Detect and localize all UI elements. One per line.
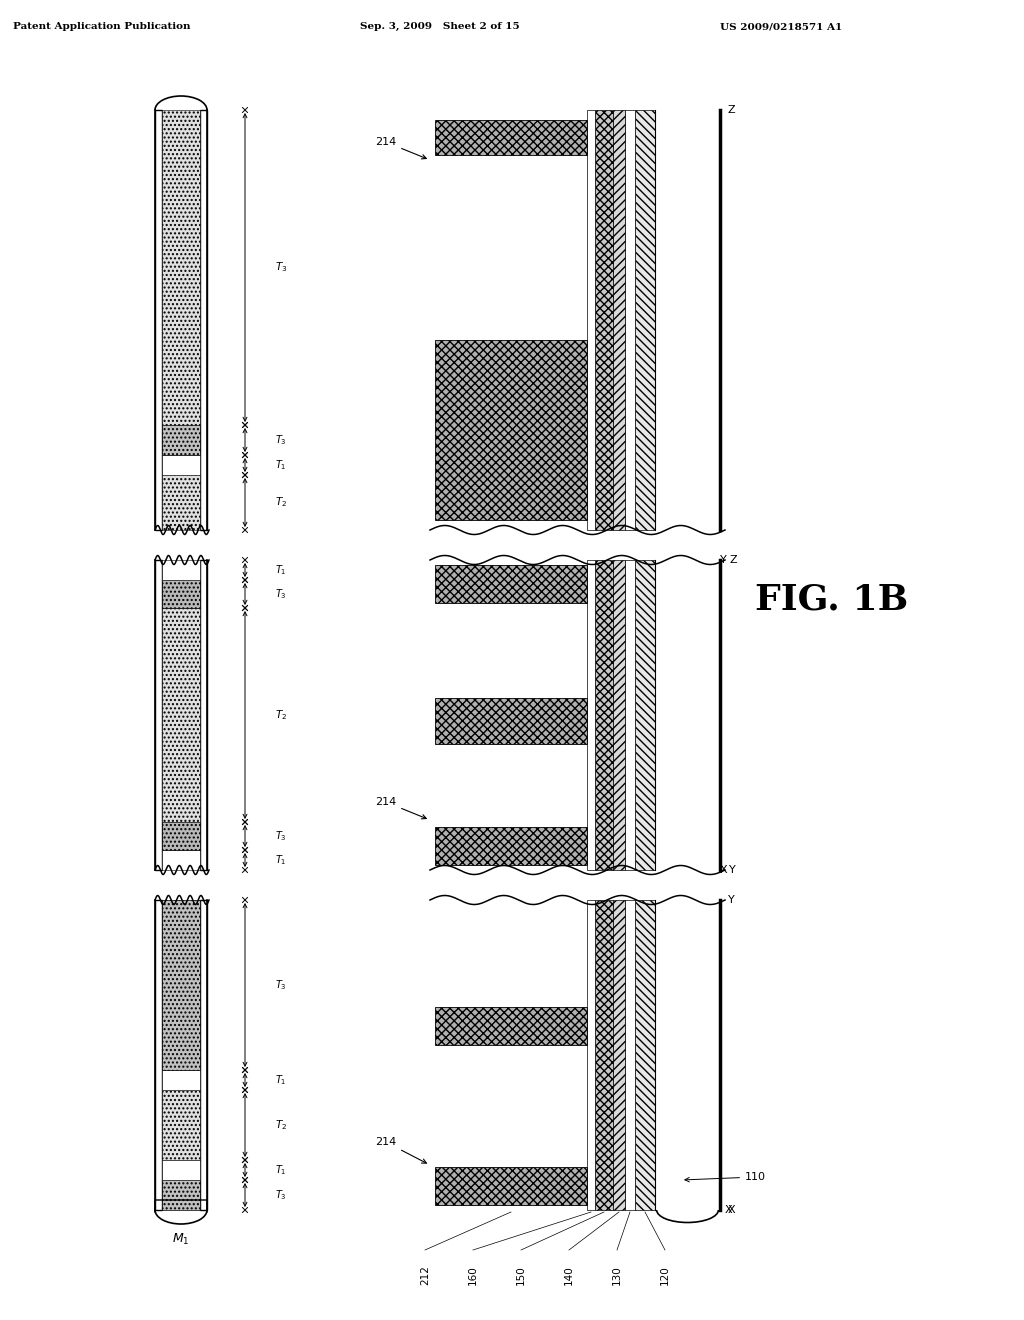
Bar	[435, 120, 587, 154]
Bar	[155, 560, 162, 870]
Text: Patent Application Publication: Patent Application Publication	[13, 22, 190, 30]
Text: Sep. 3, 2009   Sheet 2 of 15: Sep. 3, 2009 Sheet 2 of 15	[360, 22, 519, 30]
Bar	[435, 828, 587, 865]
Text: X: X	[720, 865, 727, 875]
Bar	[162, 1071, 200, 1090]
Bar	[655, 110, 720, 531]
Text: US 2009/0218571 A1: US 2009/0218571 A1	[720, 22, 843, 30]
Bar	[200, 110, 207, 531]
Bar	[435, 565, 587, 603]
Text: $T_1$: $T_1$	[275, 564, 287, 577]
Bar	[587, 900, 595, 1210]
Text: Z: Z	[729, 554, 736, 565]
Text: $T_1$: $T_1$	[275, 1073, 287, 1086]
Text: 212: 212	[420, 1265, 430, 1284]
Text: 150: 150	[516, 1265, 526, 1284]
Text: $T_3$: $T_3$	[275, 1188, 287, 1203]
Bar	[162, 822, 200, 850]
Bar	[595, 110, 613, 531]
Bar	[435, 698, 587, 744]
Text: $M_1$: $M_1$	[172, 1232, 189, 1247]
Text: $T_1$: $T_1$	[275, 1163, 287, 1177]
Bar	[655, 560, 720, 870]
Text: 120: 120	[660, 1265, 670, 1284]
Bar	[435, 1007, 587, 1045]
Text: $T_2$: $T_2$	[275, 708, 287, 722]
Text: $T_1$: $T_1$	[275, 853, 287, 867]
Bar	[587, 560, 595, 870]
Text: $T_2$: $T_2$	[275, 1118, 287, 1133]
Bar	[587, 110, 595, 531]
Text: FIG. 1B: FIG. 1B	[755, 583, 908, 616]
Bar	[613, 110, 625, 531]
Bar	[162, 900, 200, 1071]
Text: $T_3$: $T_3$	[275, 433, 287, 447]
Bar	[625, 900, 635, 1210]
Bar	[162, 475, 200, 531]
Text: $T_3$: $T_3$	[275, 829, 287, 843]
Bar	[200, 560, 207, 870]
Text: 214: 214	[375, 1137, 426, 1163]
Bar	[162, 455, 200, 475]
Text: $T_2$: $T_2$	[275, 495, 287, 510]
Text: 110: 110	[685, 1172, 766, 1181]
Bar	[162, 560, 200, 579]
Bar	[162, 1160, 200, 1180]
Text: $T_3$: $T_3$	[275, 587, 287, 601]
Text: X: X	[728, 1205, 735, 1214]
Text: $T_3$: $T_3$	[275, 260, 288, 275]
Text: Y: Y	[728, 895, 735, 906]
Bar	[162, 579, 200, 609]
Bar	[635, 110, 655, 531]
Bar	[162, 609, 200, 822]
Text: $T_3$: $T_3$	[275, 978, 287, 991]
Text: Y: Y	[720, 554, 727, 565]
Text: 214: 214	[375, 137, 426, 158]
Bar	[162, 110, 200, 425]
Text: 160: 160	[468, 1265, 478, 1284]
Bar	[162, 1090, 200, 1160]
Bar	[155, 110, 162, 531]
Bar	[162, 850, 200, 870]
Bar	[635, 560, 655, 870]
Bar	[655, 900, 720, 1210]
Bar	[625, 110, 635, 531]
Text: 214: 214	[375, 797, 426, 818]
Bar	[435, 341, 587, 520]
Text: 130: 130	[612, 1265, 622, 1284]
Text: Y: Y	[729, 865, 736, 875]
Bar	[162, 425, 200, 455]
Bar	[155, 900, 162, 1210]
Text: 140: 140	[564, 1265, 574, 1284]
Bar	[162, 1180, 200, 1210]
Bar	[595, 900, 613, 1210]
Text: X: X	[725, 1205, 732, 1214]
Bar	[613, 900, 625, 1210]
Bar	[435, 1167, 587, 1205]
Text: $T_1$: $T_1$	[275, 458, 287, 471]
Bar	[200, 900, 207, 1210]
Bar	[625, 560, 635, 870]
Bar	[635, 900, 655, 1210]
Bar	[595, 560, 613, 870]
Text: Z: Z	[728, 106, 735, 115]
Bar	[613, 560, 625, 870]
